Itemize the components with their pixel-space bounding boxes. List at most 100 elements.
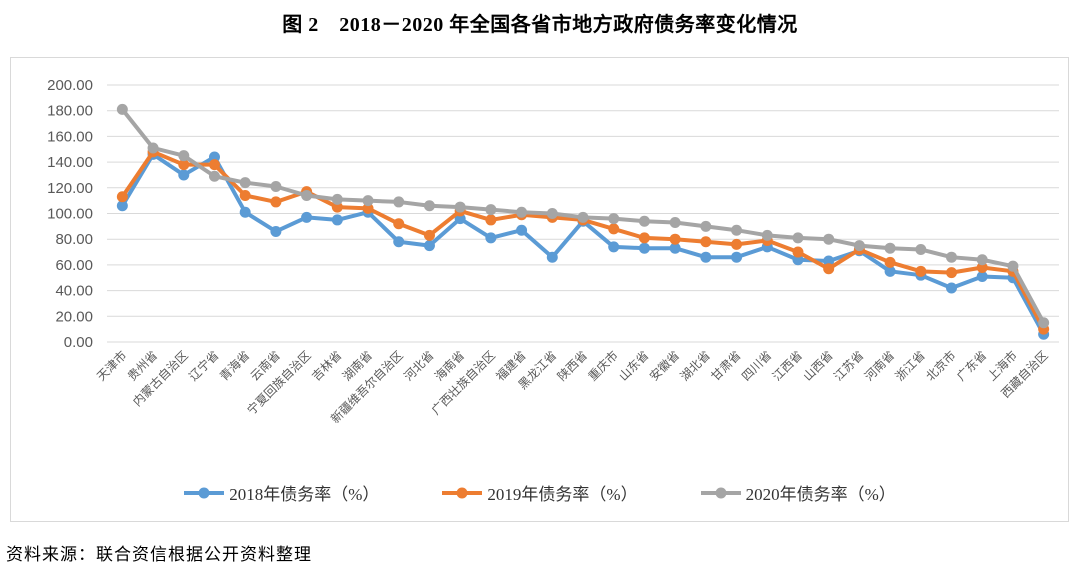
data-point [915,243,927,255]
data-point [423,200,435,212]
data-point [485,232,497,244]
data-point [853,240,865,252]
x-tick-label: 浙江省 [893,348,928,383]
y-tick-label: 160.00 [47,128,93,145]
data-point [731,224,743,236]
series-line [120,152,1046,337]
x-tick-label: 河南省 [861,348,897,384]
data-point [516,224,528,236]
series-2018-line [116,148,1050,340]
data-point [976,254,988,266]
series-line [120,149,1046,332]
data-point [608,213,620,225]
chart-container: 0.00 20.00 40.00 60.00 80.00 100.00 120.00 140.… [10,57,1069,522]
data-point [423,229,435,241]
data-point [116,200,128,212]
data-point [823,263,835,275]
y-tick-label: 140.00 [47,154,93,171]
x-tick-label: 江西省 [770,348,805,383]
y-tick-label: 40.00 [55,283,93,300]
legend-line-marker-icon [184,487,225,498]
x-tick-label: 辽宁省 [186,348,222,384]
data-point [178,159,190,171]
legend-line-marker-icon [700,487,741,498]
data-point [608,223,620,235]
y-tick-label: 120.00 [47,180,93,197]
data-point [946,282,958,294]
y-tick-label: 80.00 [55,231,93,248]
data-point [700,220,712,232]
debt-ratio-line-chart: 0.00 20.00 40.00 60.00 80.00 100.00 120.00 140.… [47,77,1059,426]
y-tick-label: 100.00 [47,206,93,223]
x-axis-labels: 天津市贵州省内蒙古自治区辽宁省青海省云南省宁夏回族自治区吉林省湖南省新疆维吾尔自… [93,348,1050,426]
data-point [423,240,435,252]
data-point [485,214,497,226]
data-point [178,150,190,162]
data-point [116,103,128,115]
data-point [638,232,650,244]
data-point [331,214,343,226]
data-point [178,169,190,181]
data-point [270,181,282,193]
data-point [669,233,681,245]
data-point [546,251,558,263]
data-point [700,236,712,248]
source-note: 资料来源：联合资信根据公开资料整理 [6,545,312,564]
data-point [393,236,405,248]
data-point [884,256,896,268]
data-point [301,190,313,202]
legend-item-2019: 2019年债务率（%） [441,480,638,505]
x-tick-label: 河北省 [401,348,436,383]
legend-label: 2018年债务率（%） [229,485,380,504]
data-point [331,201,343,213]
data-point [239,206,251,218]
data-point [116,191,128,203]
x-tick-label: 重庆市 [585,348,621,384]
x-tick-label: 天津市 [93,348,129,384]
data-point [731,238,743,250]
x-tick-label: 青海省 [216,348,252,384]
data-point [270,196,282,208]
data-point [546,208,558,219]
data-point [516,206,528,218]
x-tick-label: 湖北省 [677,348,713,384]
data-point [331,193,343,205]
data-point [792,232,804,244]
x-tick-label: 广东省 [954,348,989,383]
x-tick-label: 陕西省 [554,348,590,384]
data-point [270,225,282,237]
data-point [362,195,374,207]
data-point [454,213,466,225]
series-2020-line [116,103,1050,329]
data-point [638,242,650,254]
data-point [1038,317,1050,329]
legend-label: 2019年债务率（%） [487,485,638,504]
data-point [239,190,251,202]
data-point [301,211,313,223]
data-point [239,177,251,189]
data-point [485,204,497,216]
data-point [792,254,804,266]
data-point [577,211,589,223]
data-point [208,159,220,171]
y-tick-label: 0.00 [64,334,93,351]
series-2019-line [116,146,1050,335]
data-point [915,265,927,277]
y-axis-labels: 0.00 20.00 40.00 60.00 80.00 100.00 120.00 140.… [47,77,93,351]
data-point [208,170,220,182]
legend-label: 2020年债务率（%） [745,485,896,504]
y-tick-label: 20.00 [55,308,93,325]
data-point [393,218,405,230]
x-tick-label: 山东省 [616,348,651,383]
x-tick-label: 山西省 [800,348,835,383]
data-point [884,265,896,277]
data-point [147,142,159,154]
x-tick-label: 吉林省 [309,348,344,383]
x-tick-label: 甘肃省 [708,348,743,383]
data-point [669,242,681,254]
x-tick-label: 北京市 [923,348,959,384]
x-tick-label: 安徽省 [646,348,682,384]
chart-legend: 2018年债务率（%） 2019年债务率（%） 2020年债务率（%） [11,480,1068,505]
data-point [823,233,835,245]
data-point [731,251,743,263]
